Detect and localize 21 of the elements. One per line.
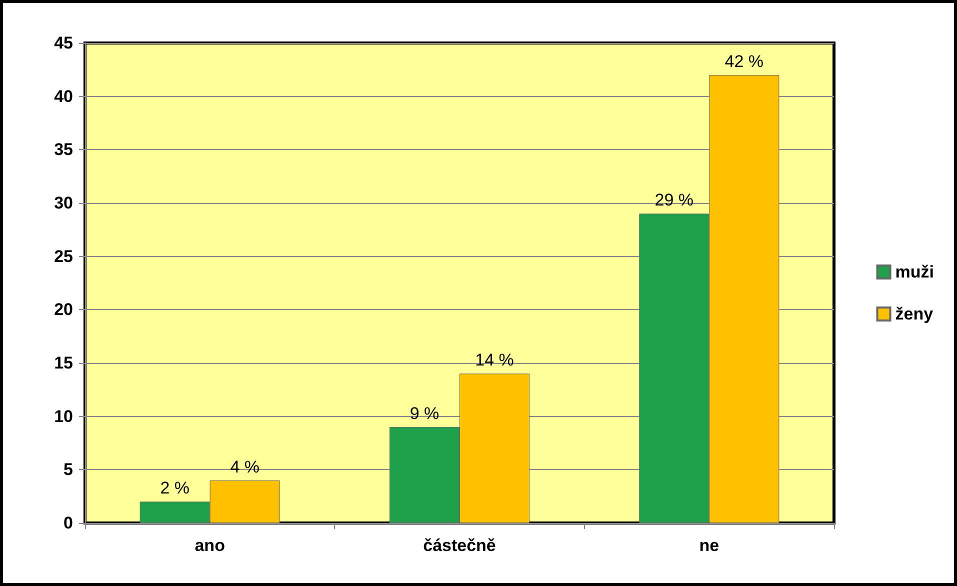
y-tick-label: 30 — [54, 194, 73, 212]
data-label: 29 % — [654, 190, 694, 210]
y-tick-label: 35 — [54, 140, 73, 160]
x-tick-label: částečně — [423, 536, 496, 555]
data-label: 4 % — [230, 457, 260, 476]
y-tick-label: 25 — [54, 246, 73, 266]
y-tick-label: 10 — [54, 406, 73, 426]
y-tick-label: 0 — [64, 514, 73, 532]
y-tick-label: 40 — [54, 86, 73, 106]
legend-label: muži — [895, 262, 934, 282]
y-tick-label: 20 — [54, 300, 73, 320]
data-label: 2 % — [160, 478, 190, 498]
y-tick-label: 45 — [54, 34, 73, 52]
legend-label: ženy — [895, 304, 934, 324]
data-label: 9 % — [410, 404, 440, 423]
x-tick-label: ano — [194, 536, 225, 555]
y-tick-label: 15 — [54, 354, 73, 372]
x-tick-label: ne — [699, 536, 720, 555]
data-label: 42 % — [724, 52, 764, 71]
data-label: 14 % — [475, 350, 514, 370]
y-tick-label: 5 — [64, 460, 73, 480]
